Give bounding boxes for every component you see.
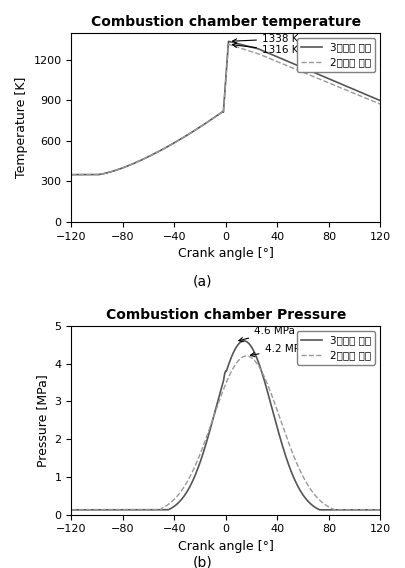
Title: Combustion chamber Pressure: Combustion chamber Pressure xyxy=(105,308,345,322)
Text: (a): (a) xyxy=(193,274,212,288)
Y-axis label: Pressure [MPa]: Pressure [MPa] xyxy=(36,374,49,467)
Text: 1338 K: 1338 K xyxy=(232,34,298,44)
Text: 4.6 MPa: 4.6 MPa xyxy=(238,327,294,341)
X-axis label: Crank angle [°]: Crank angle [°] xyxy=(177,247,273,260)
Title: Combustion chamber temperature: Combustion chamber temperature xyxy=(91,15,360,29)
Text: 1316 K: 1316 K xyxy=(232,43,298,56)
Text: 4.2 MPa: 4.2 MPa xyxy=(250,344,305,357)
Y-axis label: Temperature [K]: Temperature [K] xyxy=(15,77,28,178)
X-axis label: Crank angle [°]: Crank angle [°] xyxy=(177,540,273,553)
Text: (b): (b) xyxy=(193,556,212,568)
Legend: 3차년도 모델, 2차년도 모델: 3차년도 모델, 2차년도 모델 xyxy=(296,38,374,72)
Legend: 3차년도 모델, 2차년도 모델: 3차년도 모델, 2차년도 모델 xyxy=(296,331,374,365)
